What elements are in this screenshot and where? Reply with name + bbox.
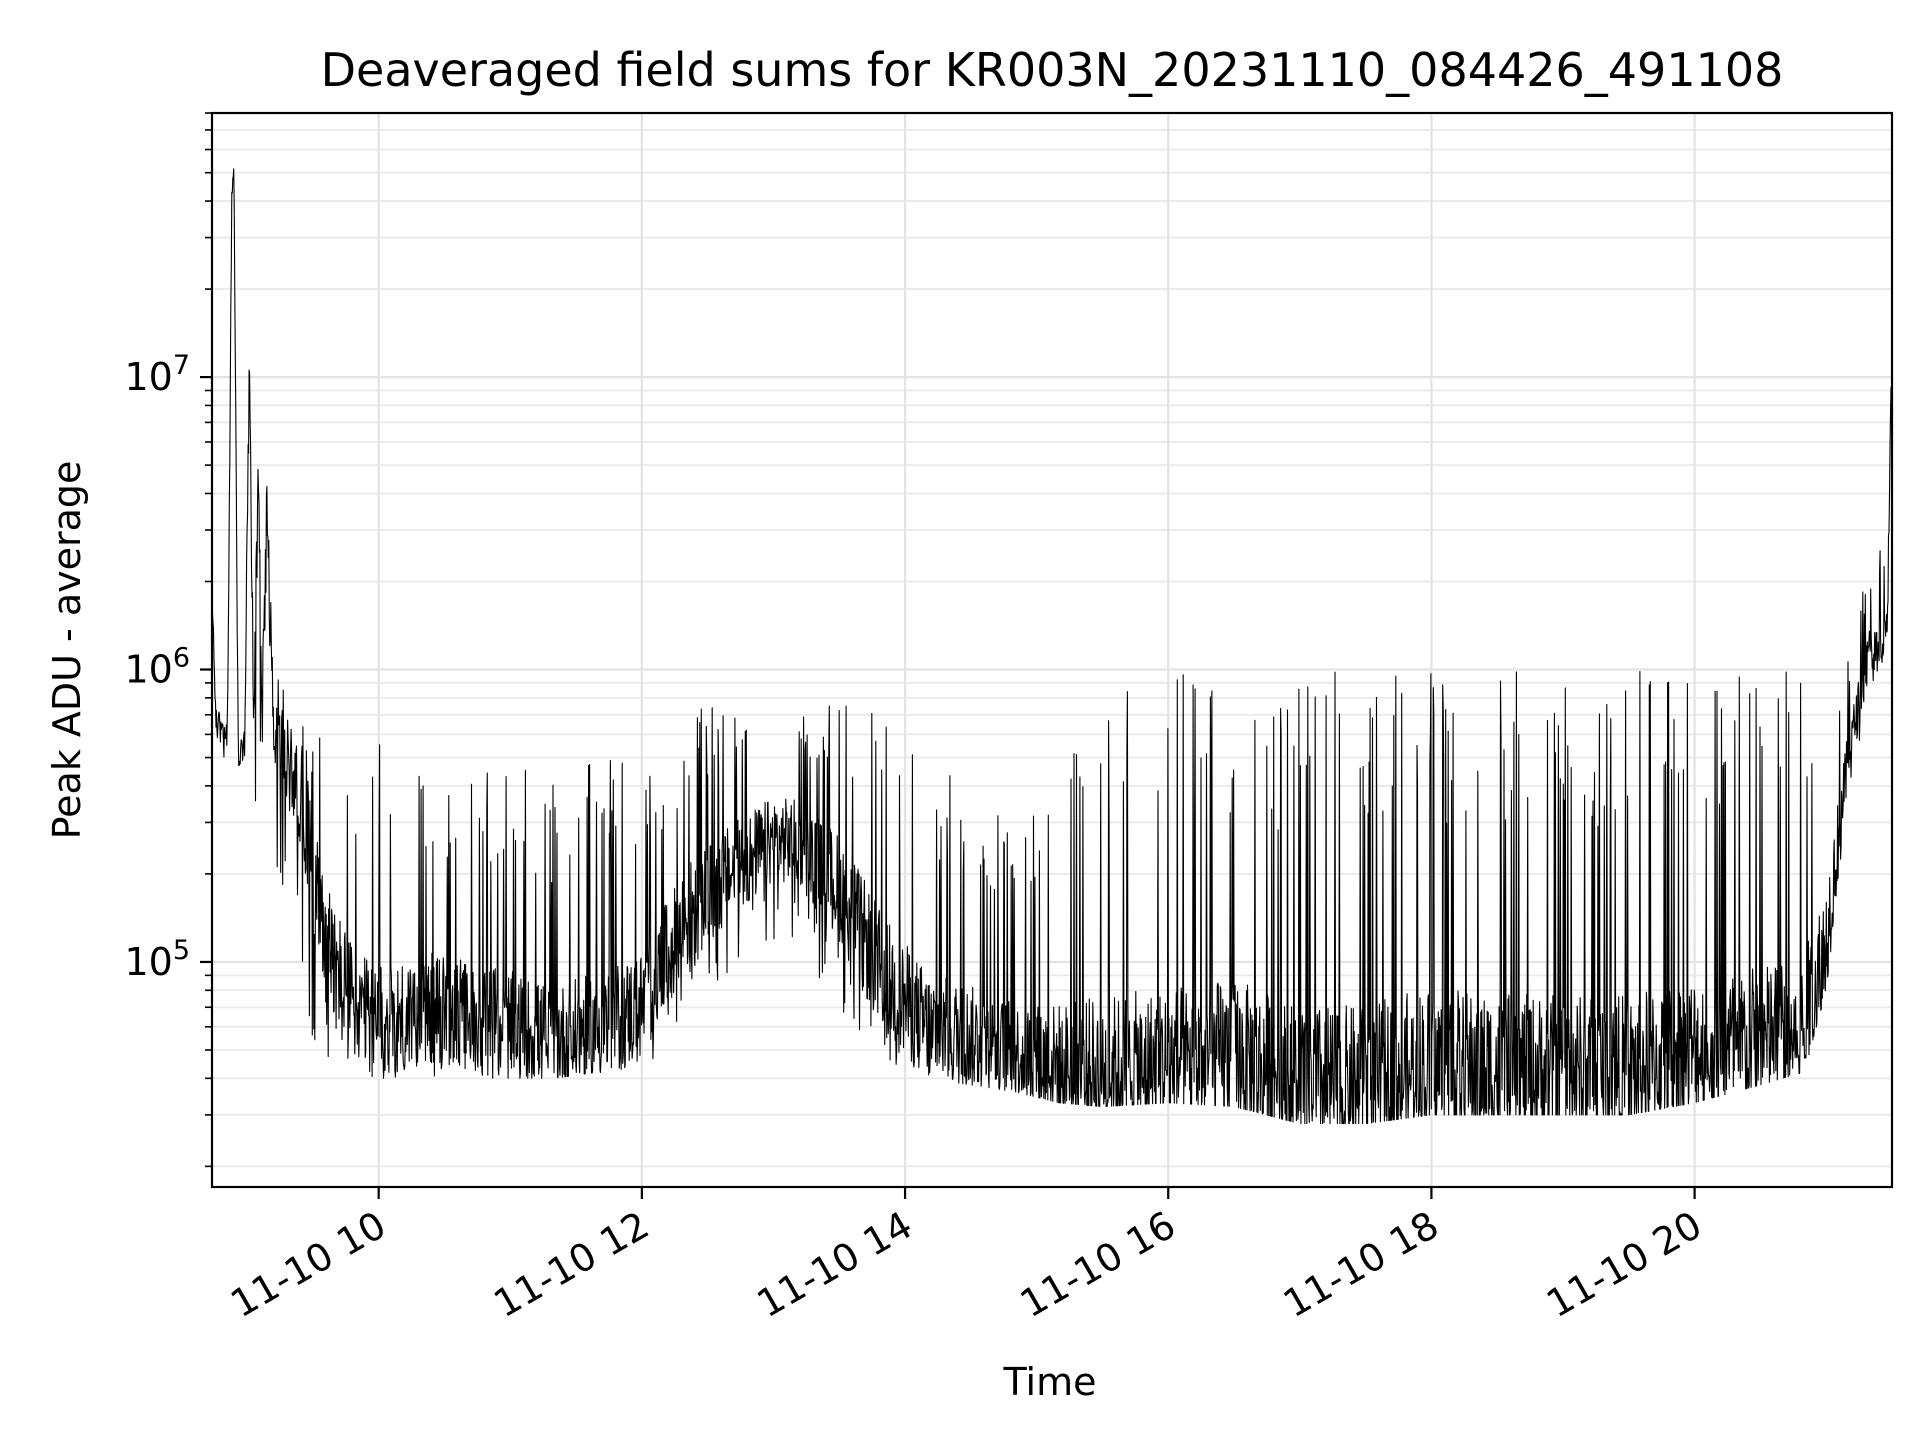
y-tick-label: 107 xyxy=(124,350,190,399)
series-line-0 xyxy=(211,167,1893,1125)
x-tick-label: 11-10 18 xyxy=(1276,1203,1446,1327)
x-tick-label: 11-10 10 xyxy=(223,1203,393,1327)
x-tick-label: 11-10 16 xyxy=(1013,1203,1183,1327)
y-tick-label: 105 xyxy=(124,935,190,984)
x-tick-label: 11-10 20 xyxy=(1539,1203,1709,1327)
ticks-layer: 105 106 107 11-10 10 11-10 12 11-10 14 11-10 1… xyxy=(124,112,1709,1327)
x-tick-label: 11-10 12 xyxy=(486,1203,656,1327)
x-axis-title: Time xyxy=(1003,1360,1097,1404)
chart-title: Deaveraged field sums for KR003N_2023111… xyxy=(321,43,1784,97)
y-axis-title: Peak ADU - average xyxy=(45,461,89,840)
x-tick-label: 11-10 14 xyxy=(750,1203,920,1327)
plot-frame xyxy=(210,111,1894,1189)
y-tick-label: 106 xyxy=(124,643,190,692)
series-layer xyxy=(211,167,1893,1125)
